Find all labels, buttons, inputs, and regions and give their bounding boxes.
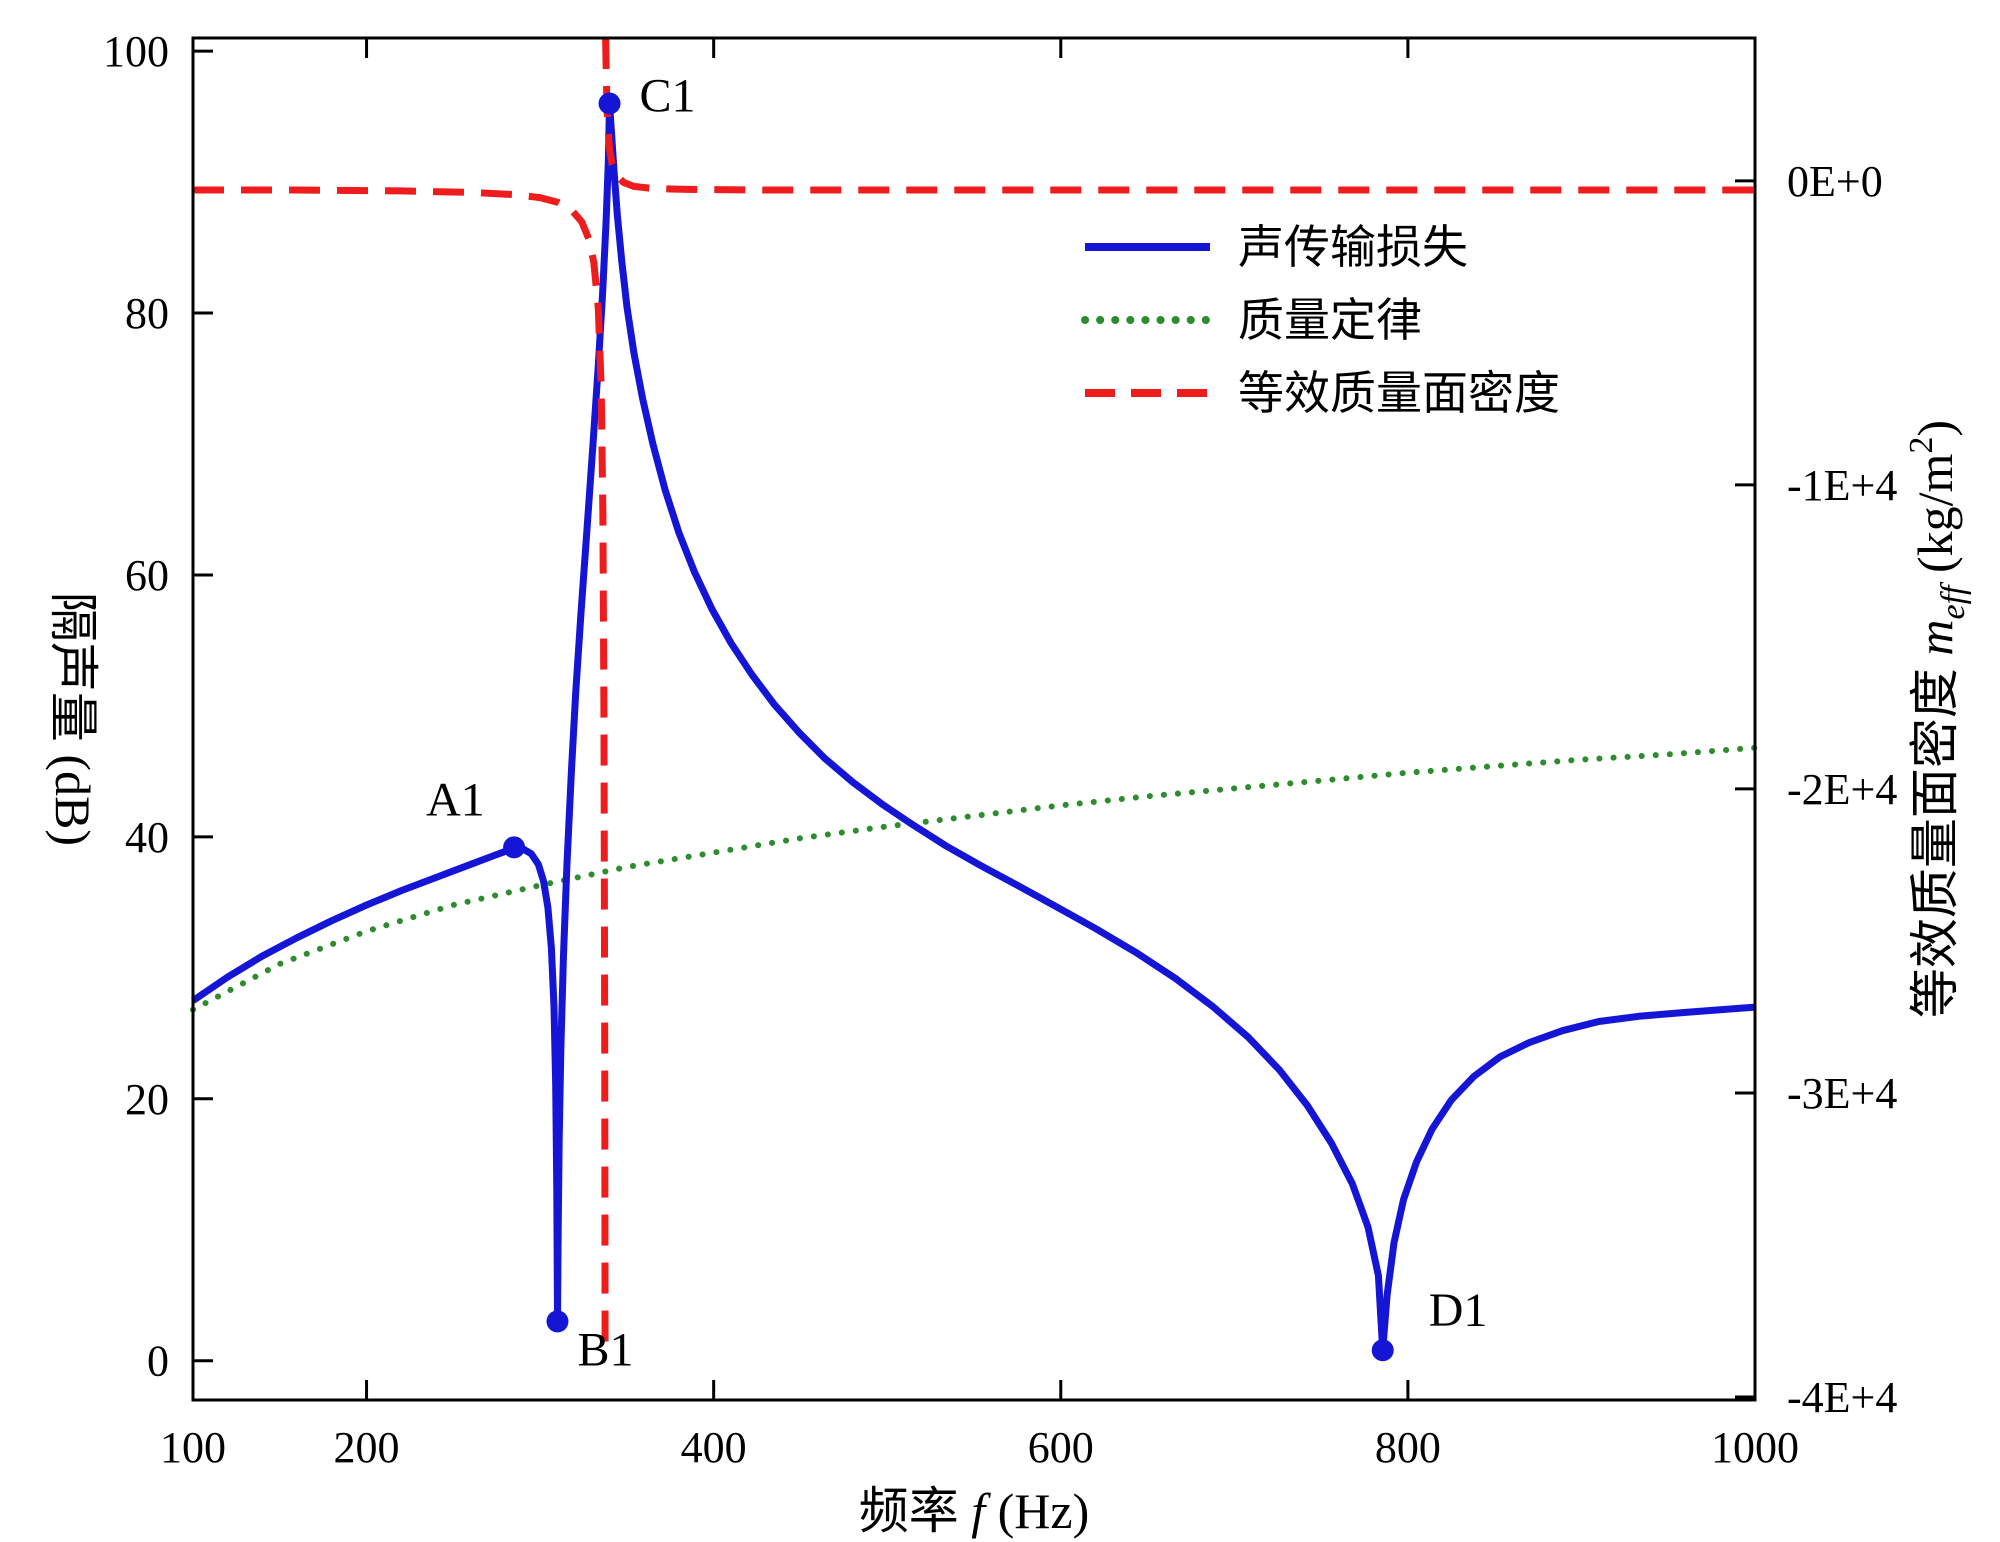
legend-label-1: 质量定律 (1238, 295, 1422, 346)
x-tick-label: 600 (1028, 1423, 1094, 1472)
y-left-tick-label: 60 (125, 551, 169, 600)
y-left-tick-label: 0 (147, 1337, 169, 1386)
y-left-axis-title: 隔声量 (dB) (45, 592, 101, 846)
axis-titles: 频率 f (Hz) 隔声量 (dB) 等效质量面密度 meff (kg/m2) (45, 420, 1972, 1539)
y-right-tick-label: -3E+4 (1787, 1069, 1897, 1118)
x-axis-title: 频率 f (Hz) (859, 1483, 1090, 1539)
point-marker-D1 (1371, 1339, 1394, 1362)
x-tick-label: 200 (334, 1423, 400, 1472)
y-right-axis-title: 等效质量面密度 meff (kg/m2) (1903, 420, 1972, 1018)
series-mass-law (190, 744, 1758, 1013)
legend-label-0: 声传输损失 (1238, 222, 1468, 273)
y-left-tick-label: 80 (125, 289, 169, 338)
point-marker-C1 (598, 92, 621, 115)
point-marker-A1 (503, 836, 526, 859)
point-label-D1: D1 (1429, 1284, 1488, 1337)
axes-frame (191, 36, 1757, 1402)
y-right-tick-label: -1E+4 (1787, 461, 1897, 510)
series-stl (191, 100, 1756, 1354)
annotations: A1 B1 C1 D1 (426, 69, 1487, 1376)
tick-labels: 100 200 400 600 800 1000 0 20 40 60 80 100 0E+0 -1E+4… (103, 27, 1897, 1472)
point-label-C1: C1 (640, 69, 696, 122)
y-left-tick-label: 100 (103, 27, 169, 76)
point-marker-B1 (546, 1310, 569, 1333)
point-label-A1: A1 (426, 773, 485, 826)
y-right-tick-label: 0E+0 (1787, 157, 1883, 206)
y-left-tick-label: 20 (125, 1075, 169, 1124)
x-tick-label: 400 (681, 1423, 747, 1472)
x-tick-label: 100 (160, 1423, 226, 1472)
legend-label-2: 等效质量面密度 (1238, 368, 1560, 419)
x-tick-label: 1000 (1711, 1423, 1799, 1472)
y-right-tick-label: -4E+4 (1787, 1373, 1897, 1422)
point-label-B1: B1 (577, 1323, 633, 1376)
x-tick-label: 800 (1375, 1423, 1441, 1472)
y-left-tick-label: 40 (125, 813, 169, 862)
y-right-tick-label: -2E+4 (1787, 765, 1897, 814)
